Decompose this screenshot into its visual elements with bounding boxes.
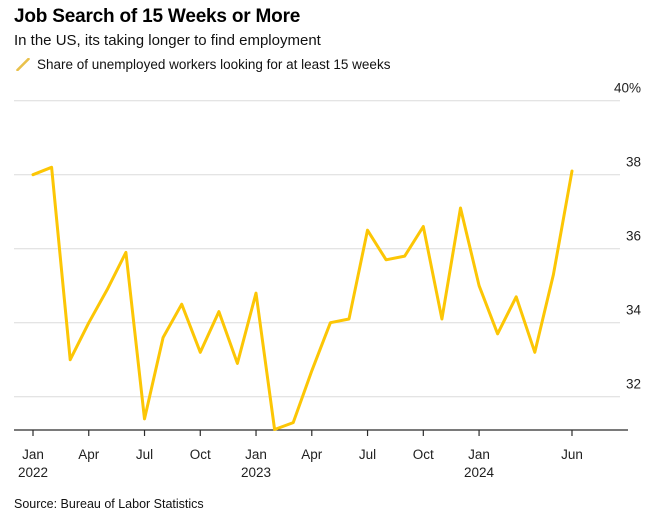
x-axis-label: Jan xyxy=(468,447,490,462)
x-axis-label: Oct xyxy=(190,447,211,462)
x-axis-label: Apr xyxy=(78,447,100,462)
data-line-series xyxy=(31,165,574,431)
x-axis-label: Jul xyxy=(136,447,153,462)
x-axis-label: Apr xyxy=(301,447,323,462)
yellow-slash-icon xyxy=(16,57,30,72)
y-axis-label: 40% xyxy=(614,81,641,96)
x-axis-label: Jan xyxy=(22,447,44,462)
x-axis-year-label: 2022 xyxy=(18,465,48,480)
x-axis-label: Jul xyxy=(359,447,376,462)
x-axis-year-label: 2023 xyxy=(241,465,271,480)
legend: Share of unemployed workers looking for … xyxy=(16,57,390,72)
y-axis-label: 36 xyxy=(626,229,641,244)
x-axis-year-label: 2024 xyxy=(464,465,495,480)
source-note: Source: Bureau of Labor Statistics xyxy=(14,497,204,511)
x-axis-label: Jun xyxy=(561,447,583,462)
legend-label: Share of unemployed workers looking for … xyxy=(37,57,391,72)
y-axis-label: 34 xyxy=(626,303,642,318)
x-axis-label: Oct xyxy=(413,447,434,462)
y-axis-label: 32 xyxy=(626,377,641,392)
chart-subtitle: In the US, its taking longer to find emp… xyxy=(14,32,321,49)
x-axis-label: Jan xyxy=(245,447,267,462)
chart-title: Job Search of 15 Weeks or More xyxy=(14,6,301,27)
y-axis-label: 38 xyxy=(626,155,641,170)
